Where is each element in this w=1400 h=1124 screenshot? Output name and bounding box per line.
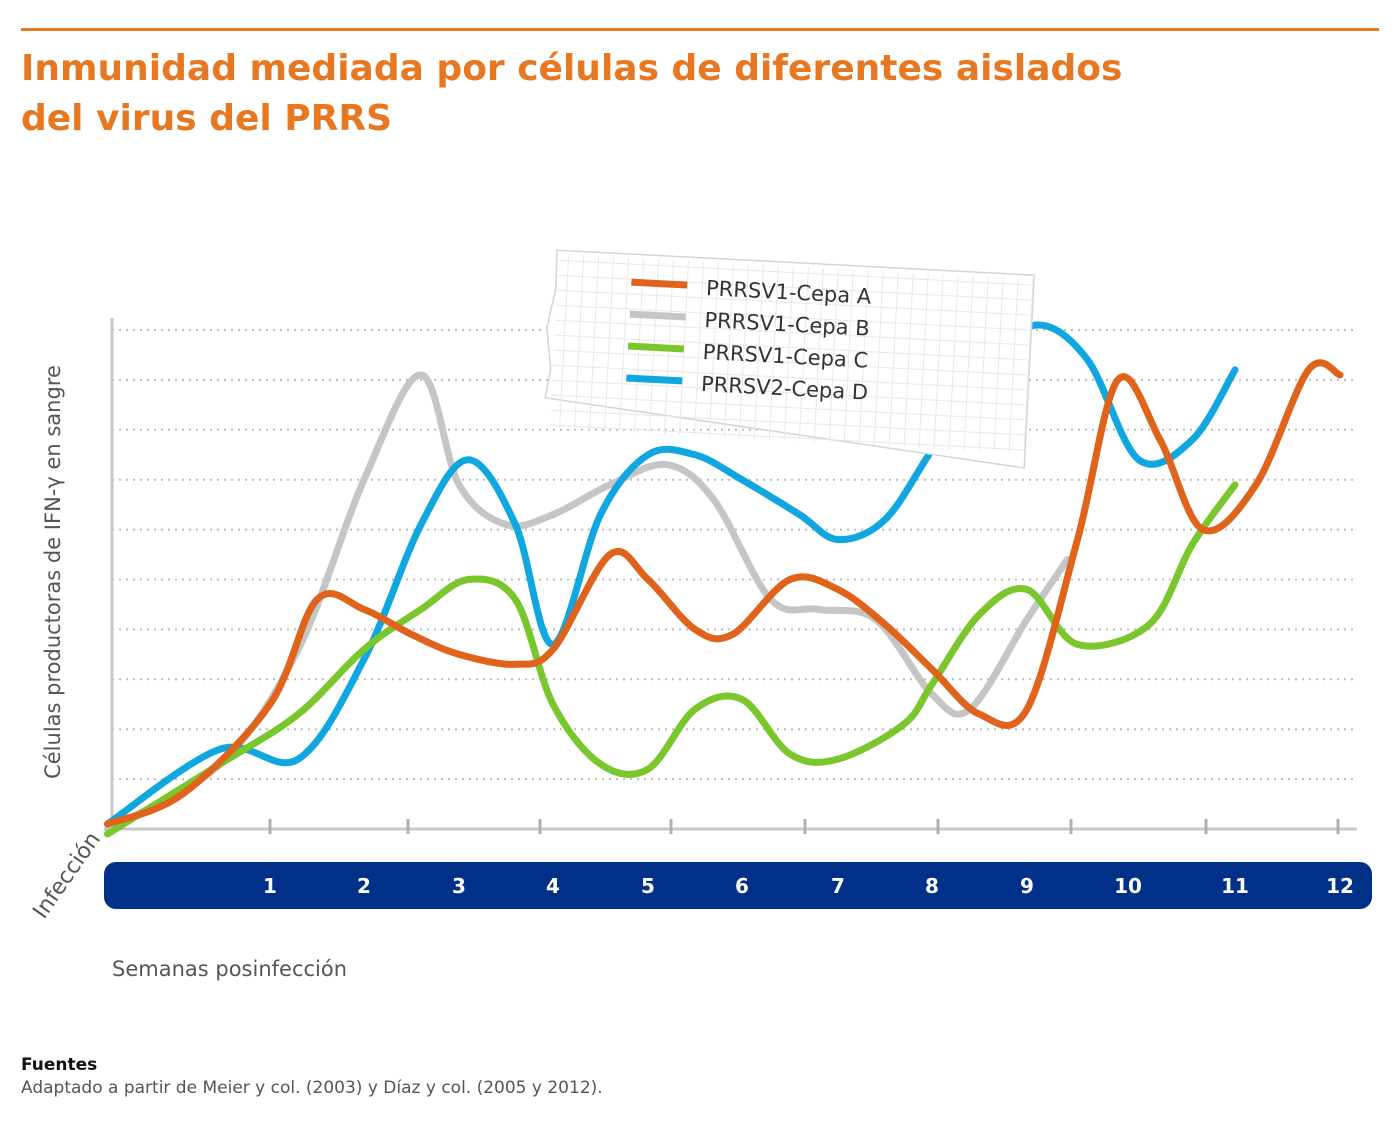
- legend-paper-grid: [963, 275, 974, 450]
- legend-paper-grid: [552, 379, 1026, 406]
- legend-paper-grid: [552, 364, 1027, 391]
- legend-paper-grid: [843, 269, 854, 444]
- chart-title-line-2: del virus del PRRS: [21, 98, 393, 139]
- legend-paper-grid: [559, 254, 570, 429]
- x-axis-band-bar: [104, 862, 1372, 909]
- series-line: [104, 359, 1344, 828]
- legend-paper-grid: [888, 272, 899, 446]
- x-tick-label: 1: [263, 874, 277, 898]
- legend-paper-grid: [948, 275, 959, 450]
- legend-paper-grid: [556, 289, 1031, 316]
- x-start-label: Infección: [28, 828, 106, 924]
- legend-paper-grid: [574, 255, 585, 430]
- chart-gridlines: [112, 329, 1357, 781]
- legend-paper-grid: [933, 274, 944, 449]
- legend-paper-grid: [604, 257, 615, 431]
- legend-paper-grid: [708, 262, 719, 437]
- legend-paper-grid: [903, 272, 914, 447]
- legend-paper-grid: [549, 424, 1024, 451]
- x-axis-label: Semanas posinfección: [112, 957, 348, 981]
- legend-paper-grid: [1023, 279, 1034, 453]
- x-tick-label: 2: [357, 874, 371, 898]
- legend-paper-grid: [723, 263, 734, 438]
- legend-paper-grid: [553, 349, 1028, 376]
- legend-paper-grid: [693, 261, 705, 436]
- legend-paper-grid: [589, 256, 600, 431]
- legend-paper-grid: [993, 277, 1004, 452]
- legend-paper-grid: [554, 334, 1028, 361]
- x-tick-label: 3: [452, 874, 466, 898]
- chart-title: Inmunidad mediada por células de diferen…: [21, 44, 1171, 144]
- x-tick-label: 4: [546, 874, 560, 898]
- legend-paper-grid: [828, 268, 839, 443]
- series-line: [104, 321, 1239, 828]
- x-tick-label: 11: [1221, 874, 1249, 898]
- source-text: Adaptado a partir de Meier y col. (2003)…: [21, 1078, 603, 1098]
- legend-paper-grid: [558, 259, 1032, 286]
- x-axis-band: Infección 1 2 3 4 5 6 7 8 9 10 11 12: [28, 828, 1372, 924]
- legend-paper-grid: [768, 265, 779, 440]
- legend-paper-grid: [555, 319, 1029, 346]
- y-axis-label: Células productoras de IFN-γ en sangre: [41, 365, 65, 779]
- legend-paper-grid: [738, 264, 749, 439]
- legend-paper-grid: [858, 270, 869, 445]
- legend-swatch: [626, 374, 683, 385]
- legend-paper-grid: [918, 273, 929, 448]
- legend-paper-grid: [1008, 278, 1019, 453]
- legend-paper-grid: [813, 268, 824, 442]
- x-tick-label: 9: [1020, 874, 1034, 898]
- chart-title-line-1: Inmunidad mediada por células de diferen…: [21, 48, 1123, 89]
- legend-paper-grid: [978, 276, 989, 451]
- x-tick-label: 6: [735, 874, 749, 898]
- x-tick-label: 8: [925, 874, 939, 898]
- legend-paper-grid: [783, 266, 794, 441]
- legend-paper-grid: [873, 271, 884, 446]
- legend-paper-grid: [551, 394, 1025, 421]
- x-tick-label: 10: [1114, 874, 1142, 898]
- series-line: [104, 481, 1239, 838]
- legend-swatch: [627, 342, 685, 353]
- legend-paper-grid: [550, 409, 1024, 436]
- legend-swatch: [631, 278, 688, 289]
- x-tick-label: 12: [1326, 874, 1354, 898]
- x-tick-label: 5: [641, 874, 655, 898]
- legend-paper-grid: [753, 264, 764, 439]
- chart-series: [104, 321, 1344, 838]
- source-heading: Fuentes: [21, 1055, 98, 1075]
- legend-paper-grid: [619, 257, 630, 432]
- x-tick-label: 7: [831, 874, 845, 898]
- legend-paper-grid: [798, 267, 809, 442]
- legend-swatch: [629, 310, 686, 321]
- title-rule: [21, 28, 1379, 31]
- legend-paper-grid: [556, 304, 1030, 331]
